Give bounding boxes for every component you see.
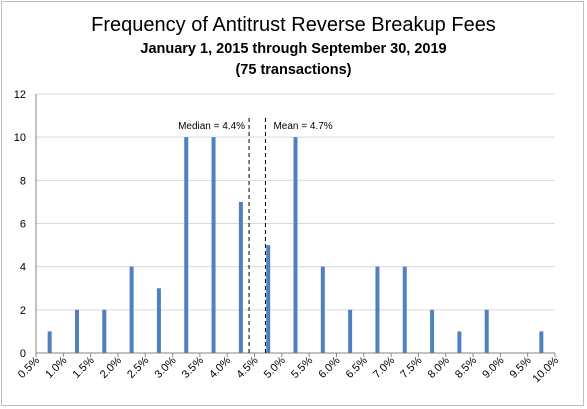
- bar: [375, 266, 380, 353]
- bar: [457, 331, 462, 353]
- annotation-label: Mean = 4.7%: [273, 121, 332, 132]
- x-tick-label: 8.5%: [453, 354, 479, 380]
- x-tick-label: 1.0%: [43, 354, 69, 380]
- y-tick-label: 6: [20, 219, 26, 231]
- bar: [320, 266, 325, 353]
- bar: [402, 266, 407, 353]
- x-tick-label: 9.0%: [480, 354, 506, 380]
- chart-title: Frequency of Antitrust Reverse Breakup F…: [91, 14, 496, 36]
- bar: [156, 288, 161, 353]
- annotation-label: Median = 4.4%: [178, 121, 245, 132]
- x-tick-label: 4.0%: [207, 354, 233, 380]
- x-tick-label: 5.5%: [289, 354, 315, 380]
- y-tick-label: 12: [14, 89, 26, 101]
- x-tick-label: 2.0%: [98, 354, 124, 380]
- x-tick-label: 6.5%: [344, 354, 370, 380]
- x-tick-label: 8.0%: [426, 354, 452, 380]
- bar: [47, 331, 52, 353]
- bar: [184, 137, 189, 353]
- bar: [430, 309, 435, 353]
- y-tick-label: 4: [20, 262, 26, 274]
- bar: [238, 201, 243, 353]
- bar: [293, 137, 298, 353]
- y-tick-label: 8: [20, 175, 26, 187]
- chart-note: (75 transactions): [235, 62, 352, 78]
- x-tick-label: 6.0%: [316, 354, 342, 380]
- x-tick-label: 7.0%: [371, 354, 397, 380]
- x-tick-label: 1.5%: [71, 354, 97, 380]
- bar: [74, 309, 79, 353]
- x-tick-label: 7.5%: [398, 354, 424, 380]
- bar: [102, 309, 107, 353]
- x-tick-label: 2.5%: [125, 354, 151, 380]
- x-tick-label: 10.0%: [531, 354, 562, 385]
- x-tick-label: 4.5%: [234, 354, 260, 380]
- bar: [129, 266, 134, 353]
- x-tick-label: 3.5%: [180, 354, 206, 380]
- bar: [539, 331, 544, 353]
- x-tick-label: 3.0%: [152, 354, 178, 380]
- chart-subtitle: January 1, 2015 through September 30, 20…: [140, 41, 447, 57]
- y-tick-label: 10: [14, 132, 26, 144]
- bar: [348, 309, 353, 353]
- y-tick-label: 2: [20, 305, 26, 317]
- x-tick-label: 5.0%: [262, 354, 288, 380]
- bar: [211, 137, 216, 353]
- bar: [266, 245, 271, 353]
- y-tick-label: 0: [20, 348, 26, 360]
- bar: [484, 309, 489, 353]
